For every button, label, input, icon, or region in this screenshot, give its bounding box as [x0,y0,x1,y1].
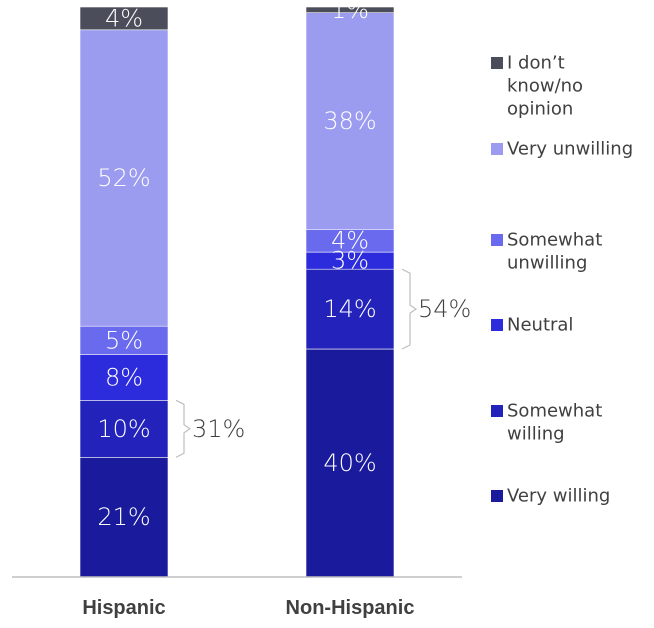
bar-non-hispanic-very-willing [305,348,395,578]
bars-group: 21%10%8%5%52%4%40%14%3%4%38%1% [79,0,395,578]
bar-hispanic-somewhat-willing [79,399,169,458]
bar-non-hispanic-i-don-t-know-no-opinion [305,6,395,13]
bar-hispanic-somewhat-unwilling [79,325,169,356]
bracket-hispanic [175,399,192,458]
bar-non-hispanic-somewhat-willing [305,268,395,350]
data-label-non-hispanic-i-don-t-know-no-opinion: 1% [331,0,369,24]
data-label-hispanic-i-don-t-know-no-opinion: 4% [105,4,143,32]
category-labels: Hispanic Non-Hispanic [82,597,414,619]
bar-hispanic-very-willing [79,456,169,578]
bar-hispanic-very-unwilling [79,29,169,327]
legend-label-4-1: willing [507,424,565,445]
legend-label-0-0: I don’t [507,53,565,74]
legend-label-4-0: Somewhat [507,401,602,422]
bracket-non-hispanic [401,268,418,350]
data-label-non-hispanic-very-unwilling: 38% [323,107,376,135]
legend-label-5-0: Very willing [507,486,610,507]
category-label-hispanic: Hispanic [82,597,165,619]
data-label-hispanic-neutral: 8% [105,364,143,392]
legend-swatch-2 [491,234,503,246]
brackets-group: 31% 54% [175,268,471,458]
legend-swatch-3 [491,319,503,331]
legend-label-0-1: know/no [507,76,583,97]
legend-swatch-5 [491,490,503,502]
data-label-non-hispanic-somewhat-willing: 14% [323,295,376,323]
data-label-non-hispanic-neutral: 3% [331,247,369,275]
bar-non-hispanic-very-unwilling [305,12,395,230]
data-label-hispanic-somewhat-unwilling: 5% [105,326,143,354]
bar-hispanic-i-don-t-know-no-opinion [79,6,169,31]
legend-swatch-1 [491,143,503,155]
legend-label-0-2: opinion [507,99,573,120]
data-label-hispanic-very-willing: 21% [97,503,150,531]
category-label-non-hispanic: Non-Hispanic [286,597,415,619]
legend-label-2-0: Somewhat [507,230,602,251]
legend-label-3-0: Neutral [507,315,573,336]
bracket-label-non-hispanic: 54% [418,295,471,323]
data-label-non-hispanic-very-willing: 40% [323,449,376,477]
legend-label-1-0: Very unwilling [507,139,633,160]
data-label-hispanic-very-unwilling: 52% [97,164,150,192]
data-label-hispanic-somewhat-willing: 10% [97,415,150,443]
data-label-non-hispanic-somewhat-unwilling: 4% [331,227,369,255]
bracket-label-hispanic: 31% [192,415,245,443]
legend-swatch-0 [491,57,503,69]
legend-label-2-1: unwilling [507,253,587,274]
legend-swatch-4 [491,405,503,417]
